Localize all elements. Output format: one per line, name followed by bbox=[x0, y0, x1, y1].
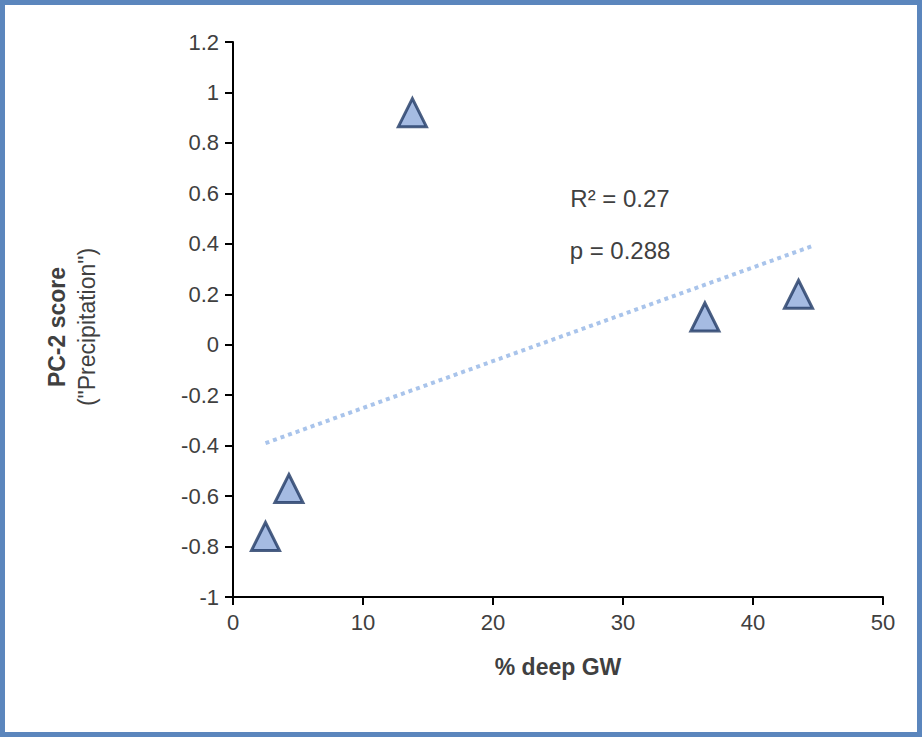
svg-text:0: 0 bbox=[207, 332, 219, 357]
svg-text:R² = 0.27: R² = 0.27 bbox=[570, 185, 669, 212]
svg-text:30: 30 bbox=[611, 610, 635, 635]
svg-text:PC-2 score: PC-2 score bbox=[44, 267, 70, 387]
svg-text:0.4: 0.4 bbox=[188, 231, 219, 256]
svg-text:1: 1 bbox=[207, 80, 219, 105]
svg-text:0.6: 0.6 bbox=[188, 181, 219, 206]
svg-text:20: 20 bbox=[481, 610, 505, 635]
svg-text:0.8: 0.8 bbox=[188, 130, 219, 155]
svg-text:-0.4: -0.4 bbox=[181, 433, 219, 458]
svg-text:10: 10 bbox=[351, 610, 375, 635]
svg-text:("Precipitation"): ("Precipitation") bbox=[74, 248, 100, 406]
svg-text:1.2: 1.2 bbox=[188, 30, 219, 55]
svg-text:0: 0 bbox=[227, 610, 239, 635]
svg-text:p = 0.288: p = 0.288 bbox=[570, 237, 671, 264]
svg-text:0.2: 0.2 bbox=[188, 282, 219, 307]
svg-text:50: 50 bbox=[871, 610, 895, 635]
svg-text:-0.2: -0.2 bbox=[181, 383, 219, 408]
svg-text:-1: -1 bbox=[199, 585, 219, 610]
svg-text:-0.8: -0.8 bbox=[181, 534, 219, 559]
svg-text:% deep GW: % deep GW bbox=[495, 654, 622, 680]
svg-text:40: 40 bbox=[741, 610, 765, 635]
svg-text:-0.6: -0.6 bbox=[181, 484, 219, 509]
